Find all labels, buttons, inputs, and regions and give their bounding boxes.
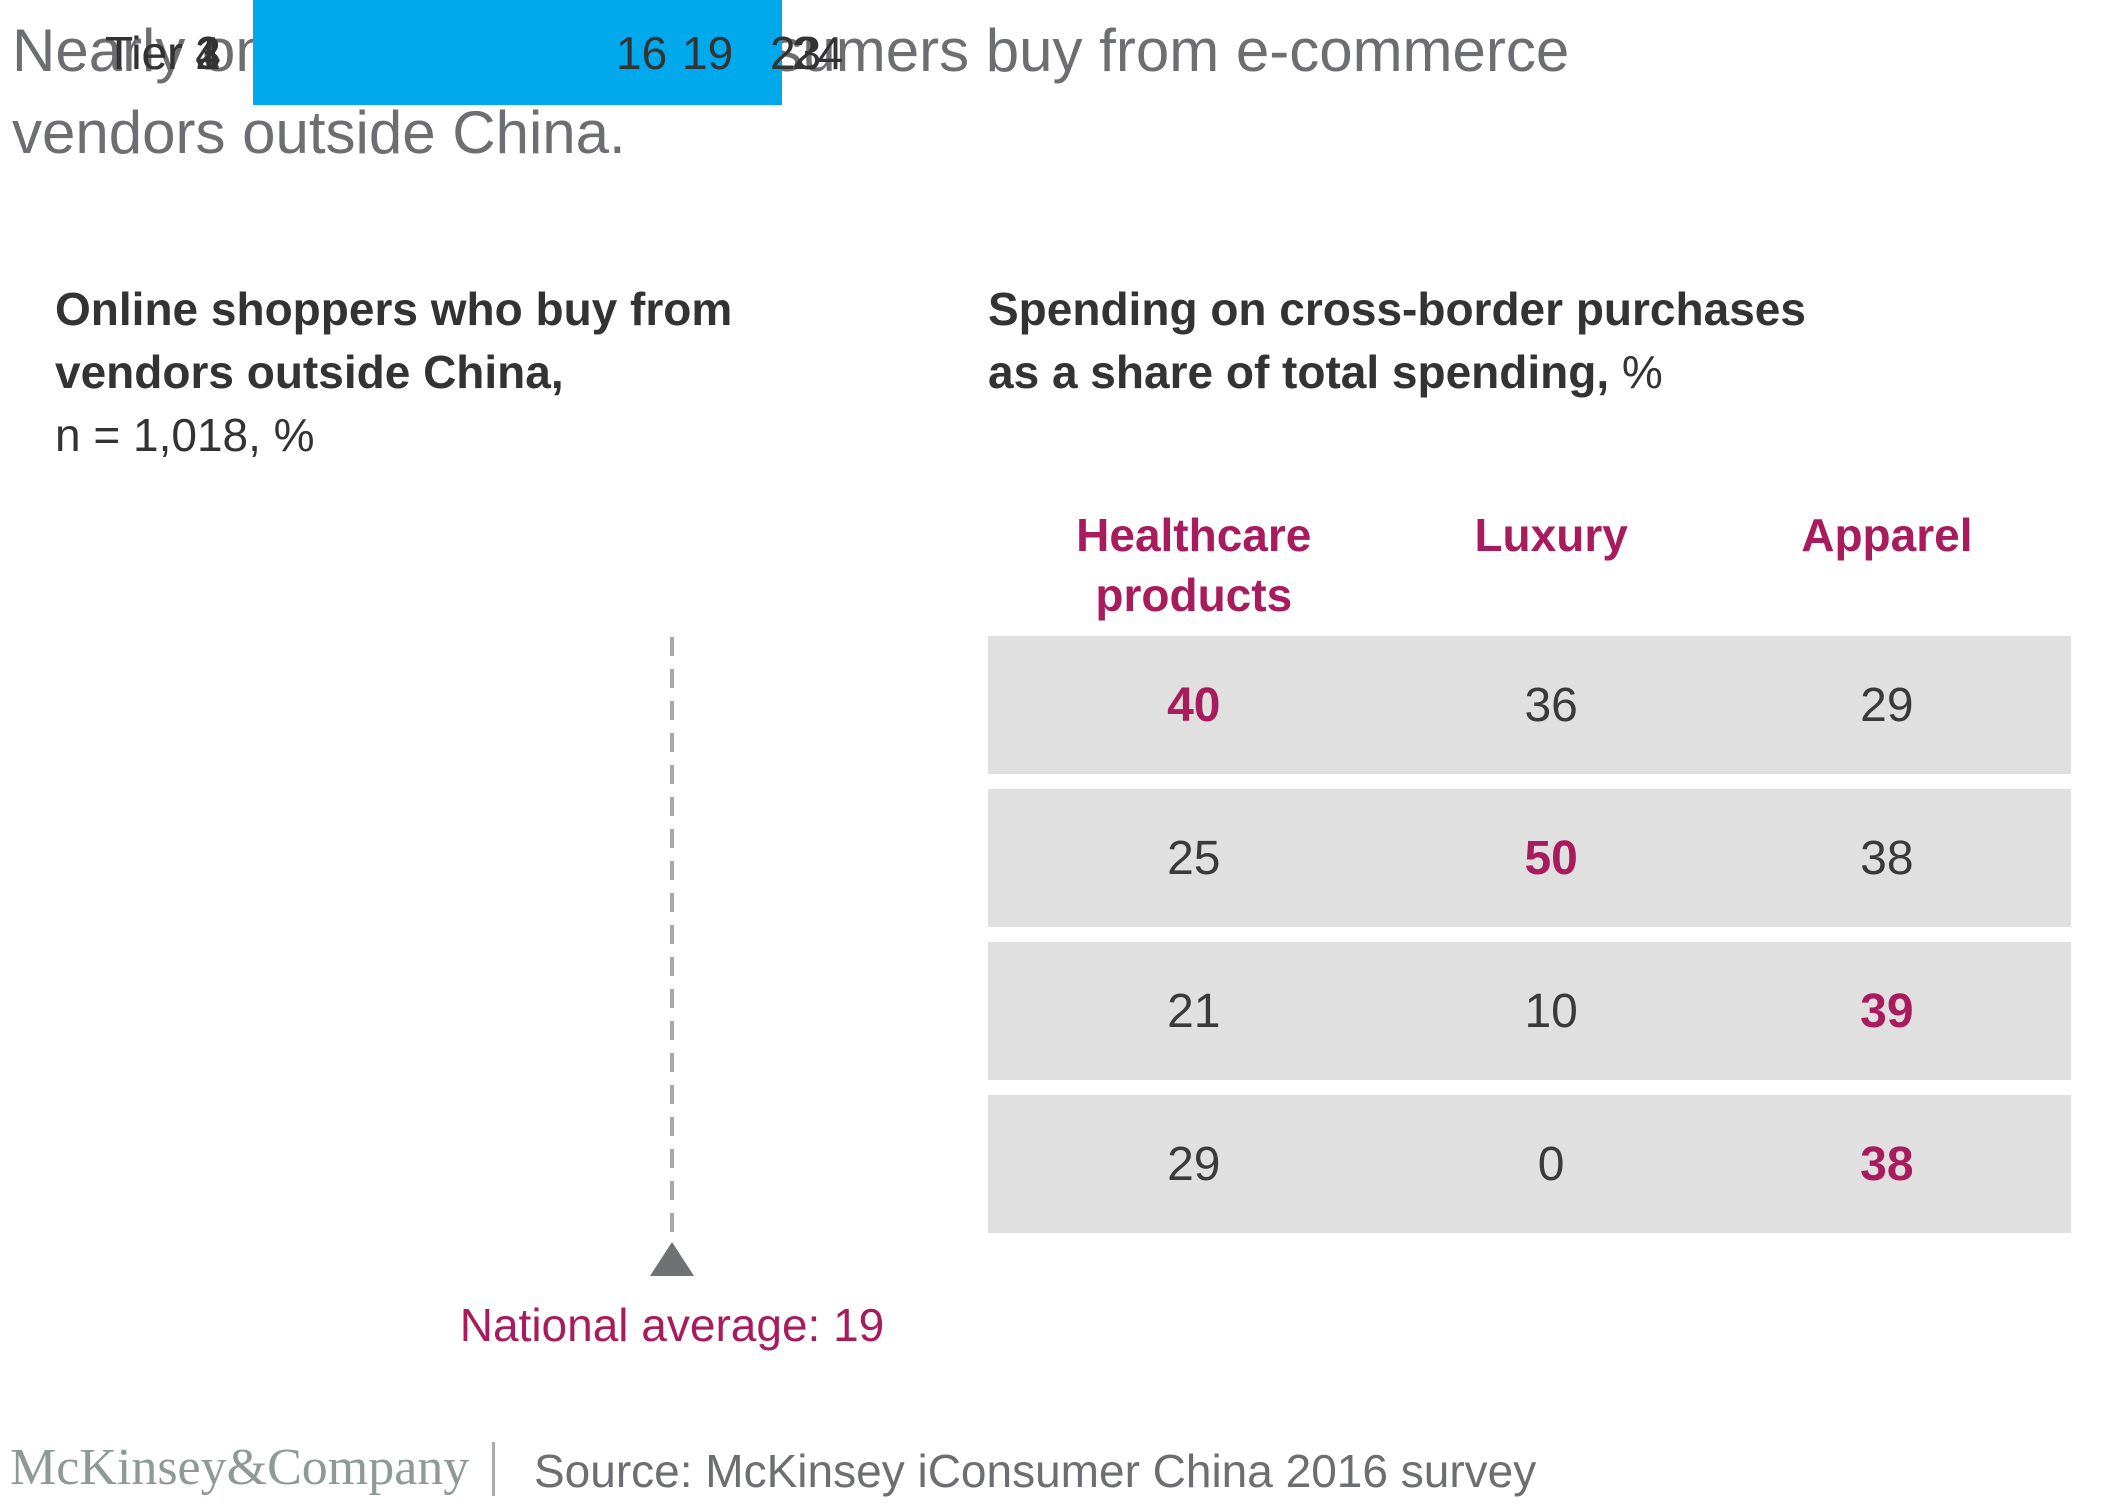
right-heading-unit: %	[1621, 346, 1663, 398]
right-panel-heading: Spending on cross-border purchases as a …	[988, 278, 1806, 404]
column-header-luxury: Luxury	[1474, 509, 1628, 561]
left-panel-heading: Online shoppers who buy from vendors out…	[55, 278, 732, 467]
right-heading-line2: as a share of total spending, %	[988, 346, 1663, 398]
tier4-bar	[253, 0, 606, 105]
table-cell: 38	[1860, 1137, 1914, 1191]
table-cell: 36	[1524, 678, 1578, 732]
spend-table: 40 36 29 25 50 38 21 10 39 29 0 38	[988, 636, 2071, 1248]
tier3-value: 19	[682, 26, 734, 79]
bar-row-tier4: Tier 4 16	[0, 0, 950, 105]
source-note: Source: McKinsey iConsumer China 2016 su…	[534, 1445, 1537, 1497]
national-average-label: National average: 19	[459, 1299, 885, 1351]
table-cell: 10	[1524, 984, 1578, 1038]
footer-divider	[492, 1442, 495, 1496]
national-average-triangle-icon	[650, 1242, 694, 1276]
tier1-label: Tier 1	[105, 26, 221, 79]
table-cell: 38	[1860, 831, 1914, 885]
spend-table-header: Healthcare products Luxury Apparel	[988, 505, 2071, 625]
left-heading-line2: vendors outside China,	[55, 346, 564, 398]
table-cell: 39	[1860, 984, 1914, 1038]
page-title-line2: vendors outside China.	[12, 99, 626, 166]
table-cell: 21	[1167, 984, 1221, 1038]
table-cell: 25	[1167, 831, 1221, 885]
table-row: 40 36 29	[988, 636, 2071, 774]
column-header-apparel: Apparel	[1801, 509, 1973, 561]
tier2-value: 23	[770, 26, 822, 79]
tier1-value: 24	[792, 26, 844, 79]
national-average-line	[670, 637, 674, 1235]
right-heading-line1: Spending on cross-border purchases	[988, 283, 1806, 335]
table-row: 29 0 38	[988, 1095, 2071, 1233]
column-header-healthcare: Healthcare products	[1076, 509, 1312, 621]
table-cell: 29	[1860, 678, 1914, 732]
table-cell: 0	[1537, 1137, 1565, 1191]
table-cell: 50	[1524, 831, 1578, 885]
table-cell: 29	[1167, 1137, 1221, 1191]
tier4-label: Tier 4	[105, 26, 221, 79]
left-heading-sample-size: n = 1,018, %	[55, 409, 315, 461]
table-cell: 40	[1167, 678, 1221, 732]
tier2-label: Tier 2	[105, 26, 221, 79]
tier3-label: Tier 3	[105, 26, 221, 79]
tier4-value: 16	[616, 26, 668, 79]
table-row: 25 50 38	[988, 789, 2071, 927]
mckinsey-logo: McKinsey&Company	[10, 1439, 470, 1496]
left-heading-line1: Online shoppers who buy from	[55, 283, 733, 335]
table-row: 21 10 39	[988, 942, 2071, 1080]
